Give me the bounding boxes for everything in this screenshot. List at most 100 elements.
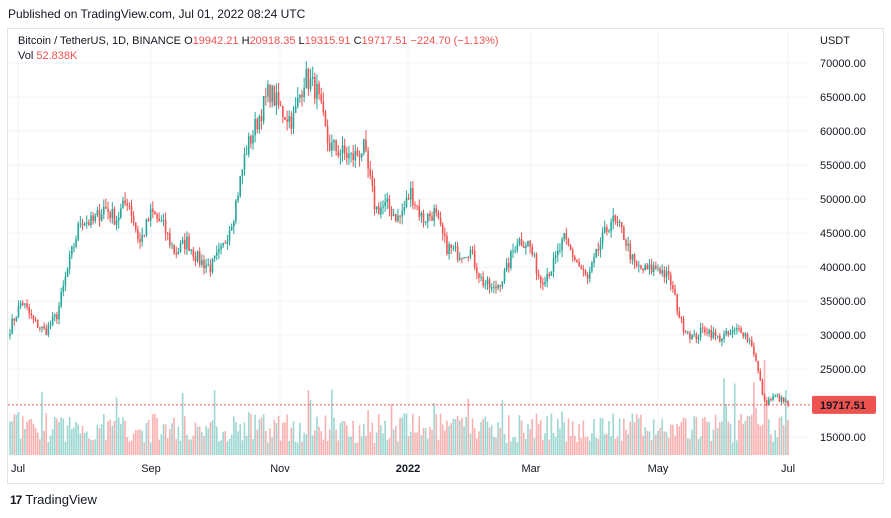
volume-bar	[765, 396, 768, 455]
volume-bar	[678, 426, 681, 455]
candle-body	[501, 281, 504, 287]
candle-body	[704, 328, 706, 333]
volume-bar	[635, 413, 638, 455]
volume-bar	[85, 431, 88, 455]
candle-body	[109, 212, 111, 219]
candle-body	[405, 197, 408, 207]
volume-bar	[358, 425, 361, 455]
tradingview-logo[interactable]: 17 TradingView	[10, 492, 97, 507]
volume-bar	[412, 413, 414, 455]
volume-bar	[164, 424, 167, 455]
candle-body	[395, 214, 397, 222]
volume-bar	[152, 414, 154, 455]
candle-body	[183, 239, 186, 250]
volume-bar	[173, 417, 175, 455]
volume-bar	[776, 437, 779, 455]
candle-body	[309, 79, 312, 90]
volume-bar	[96, 424, 99, 455]
candle-body	[220, 245, 222, 250]
candle-body	[320, 94, 322, 102]
volume-bar	[640, 414, 642, 455]
volume-bar	[578, 424, 580, 455]
volume-bar	[785, 389, 787, 455]
volume-bar	[177, 426, 180, 455]
candle-body	[392, 214, 395, 216]
candle-body	[644, 265, 646, 271]
candle-body	[495, 286, 497, 289]
volume-bar	[465, 416, 467, 455]
candle-body	[465, 257, 467, 258]
volume-bar	[303, 432, 305, 455]
candle-body	[620, 222, 623, 228]
volume-bar	[450, 423, 453, 455]
volume-bar	[729, 423, 732, 455]
candle-body	[279, 104, 282, 107]
volume-bar	[41, 391, 43, 455]
price-tick-label: 55000.00	[820, 160, 866, 172]
volume-bar	[350, 436, 352, 455]
volume-bar	[601, 418, 604, 455]
volume-bar	[652, 419, 655, 455]
candle-body	[463, 257, 465, 259]
candle-body	[637, 265, 640, 267]
candle-body	[712, 331, 715, 339]
chart-frame[interactable]	[7, 28, 884, 484]
volume-bar	[704, 417, 706, 455]
candle-body	[243, 154, 246, 170]
candle-body	[488, 279, 491, 289]
volume-bar	[495, 437, 497, 455]
candle-body	[750, 340, 753, 347]
volume-bar	[68, 417, 71, 455]
candle-body	[591, 263, 593, 272]
volume-bar	[301, 441, 303, 455]
volume-bar	[141, 430, 143, 455]
candle-body	[365, 139, 367, 151]
tradingview-logo-icon: 17	[10, 492, 22, 507]
candle-body	[755, 353, 757, 361]
candle-body	[420, 213, 423, 217]
candle-body	[154, 211, 156, 215]
candle-body	[588, 271, 591, 279]
candle-body	[286, 119, 288, 122]
candle-body	[130, 206, 133, 217]
volume-bar	[646, 430, 649, 455]
candle-body	[107, 208, 109, 213]
candle-body	[356, 150, 359, 155]
volume-bar	[360, 436, 363, 455]
candle-body	[292, 112, 295, 129]
candle-body	[252, 135, 254, 144]
volume-bar	[693, 416, 696, 455]
volume-bar	[49, 435, 52, 455]
volume-bar	[476, 438, 478, 455]
candle-body	[678, 311, 681, 318]
volume-bar	[275, 422, 278, 455]
volume-bar	[510, 441, 512, 455]
candle-body	[484, 284, 487, 286]
volume-bar	[556, 418, 559, 455]
candle-body	[215, 252, 218, 256]
volume-bar	[233, 416, 235, 455]
candle-body	[43, 326, 45, 329]
candle-body	[723, 334, 725, 339]
candle-body	[439, 217, 442, 225]
candle-body	[284, 117, 286, 120]
volume-bar	[122, 417, 124, 455]
volume-bar	[339, 423, 342, 455]
candle-body	[333, 140, 335, 143]
candle-body	[633, 254, 636, 263]
volume-bar	[316, 416, 318, 455]
volume-bar	[71, 429, 73, 455]
volume-bar	[503, 433, 506, 455]
price-tick-label: 35000.00	[820, 296, 866, 308]
candle-body	[684, 331, 687, 334]
price-tick-label: 60000.00	[820, 126, 866, 138]
candle-body	[657, 268, 659, 270]
volume-bar	[145, 423, 148, 455]
volume-bar	[480, 421, 482, 455]
volume-bar	[73, 427, 75, 455]
volume-bar	[235, 421, 237, 455]
volume-bar	[714, 414, 717, 455]
volume-bar	[139, 429, 141, 455]
candle-body	[71, 246, 73, 256]
